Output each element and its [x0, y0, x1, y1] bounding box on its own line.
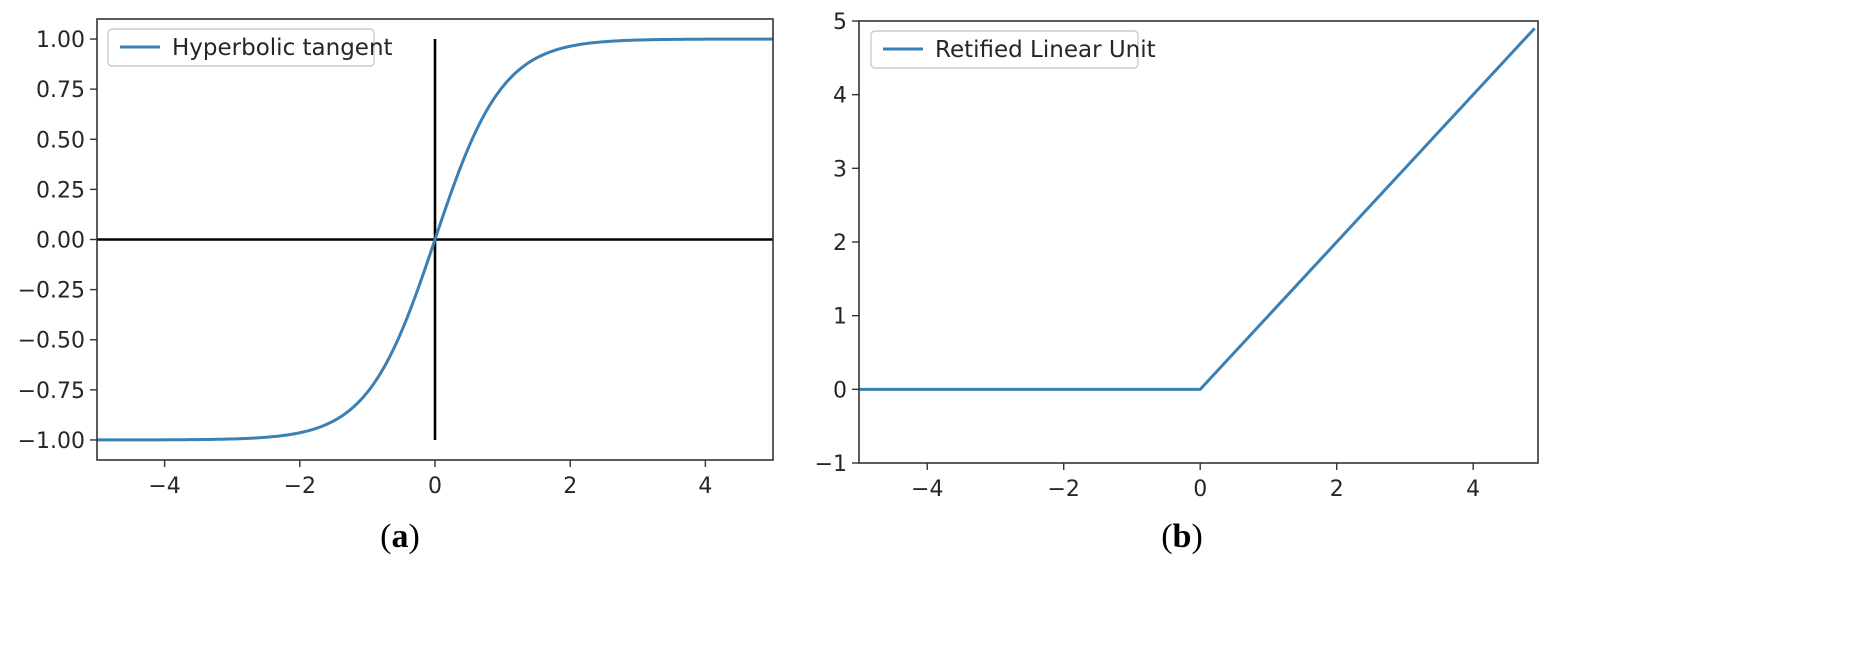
y-tick-label: −0.25 [18, 279, 85, 304]
series-line [859, 27, 1536, 391]
x-tick-label: 2 [1330, 477, 1344, 502]
series-line [96, 37, 774, 442]
legend-box [107, 28, 375, 67]
x-tick-label: −4 [148, 474, 180, 499]
y-tick-label: 3 [833, 157, 847, 182]
x-tick-label: 2 [563, 474, 577, 499]
legend-label: Hyperbolic tangent [172, 35, 393, 61]
y-tick-label: 0.25 [36, 178, 85, 203]
y-tick-label: 0.75 [36, 78, 85, 103]
y-tick-label: 5 [833, 10, 847, 35]
legend-box [870, 30, 1139, 69]
x-tick-label: 0 [1193, 477, 1207, 502]
y-tick-label: 1.00 [36, 28, 85, 53]
y-tick-label: 1 [833, 305, 847, 330]
y-tick-label: −0.75 [18, 379, 85, 404]
y-tick-label: 0.00 [36, 229, 85, 254]
x-tick-label: 4 [1466, 477, 1480, 502]
y-tick-label: 4 [833, 84, 847, 109]
y-tick-label: −1.00 [18, 429, 85, 454]
y-tick-label: 0 [833, 378, 847, 403]
x-tick-label: 4 [698, 474, 712, 499]
caption-a: (a) [380, 518, 420, 555]
plot-frame [858, 20, 1539, 464]
y-tick-label: 2 [833, 231, 847, 256]
chart-hyperbolic-tangent: −4 −2 0 2 4 1.00 0.75 0.50 0.25 0.00 −0.25 −0.50 −0.… [18, 18, 774, 555]
legend: Hyperbolic tangent [107, 28, 393, 67]
x-tick-label: −2 [284, 474, 316, 499]
legend-label: Retified Linear Unit [935, 37, 1156, 63]
x-tick-label: −4 [911, 477, 943, 502]
y-tick-label: −1 [815, 452, 847, 477]
chart-rectified-linear-unit: −4 −2 0 2 4 5 4 3 2 1 0 −1 Retified Linear Unit (b) [815, 10, 1539, 555]
x-tick-label: −2 [1048, 477, 1080, 502]
x-tick-label: 0 [428, 474, 442, 499]
y-tick-label: −0.50 [18, 329, 85, 354]
y-tick-label: 0.50 [36, 128, 85, 153]
caption-b: (b) [1161, 518, 1203, 555]
plot-frame [96, 18, 774, 461]
legend: Retified Linear Unit [870, 30, 1156, 69]
